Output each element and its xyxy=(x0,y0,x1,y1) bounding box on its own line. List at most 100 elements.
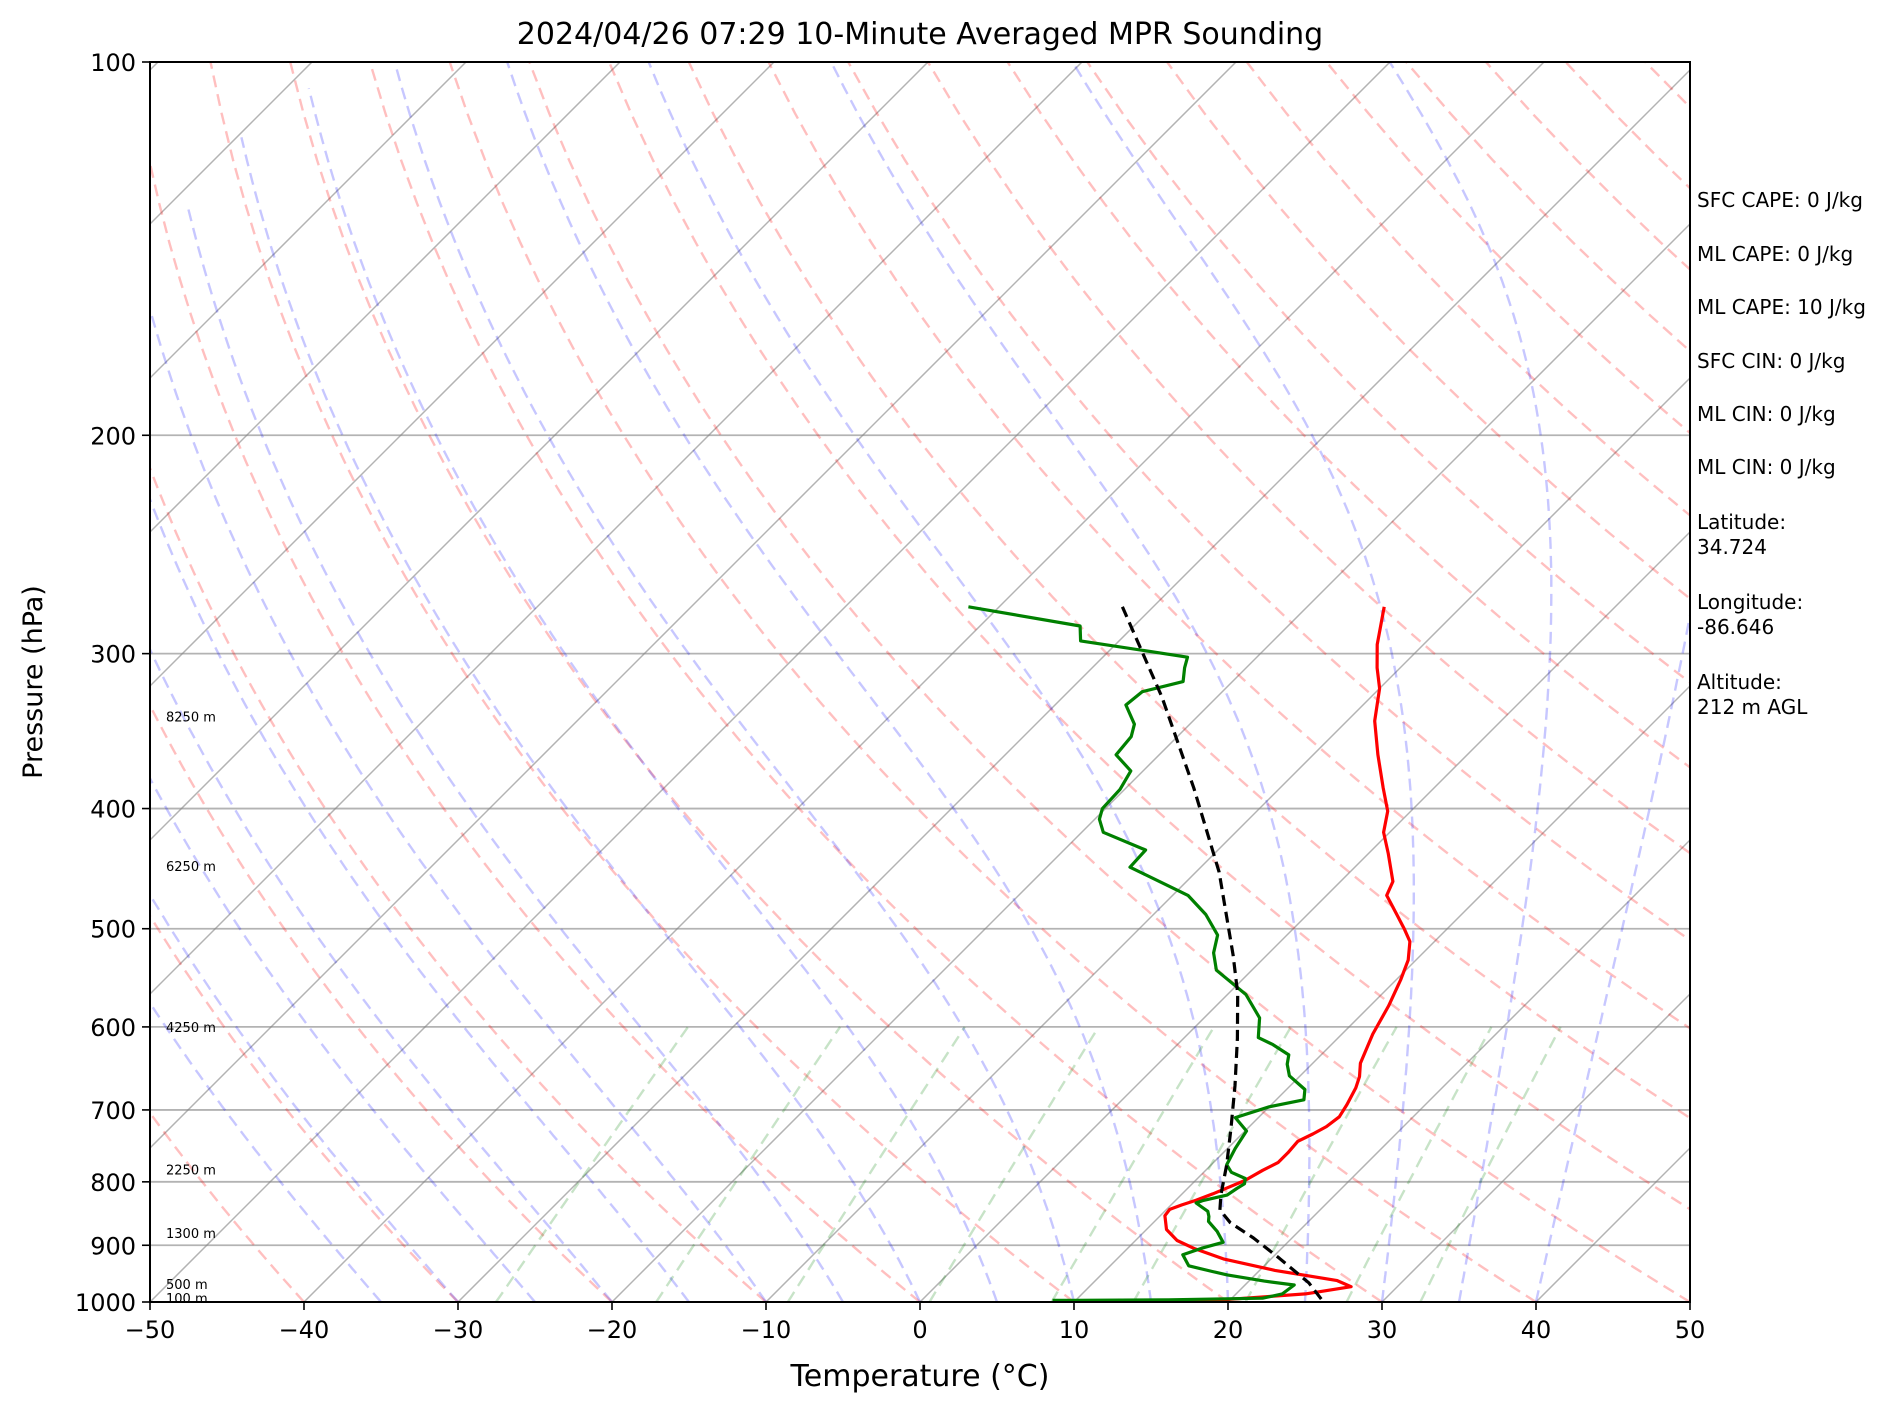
x-tick-label: −50 xyxy=(125,1316,176,1344)
moist-adiabat xyxy=(393,62,1076,1302)
x-tick-label: −30 xyxy=(433,1316,484,1344)
ml-cin-text: ML CIN: 0 J/kg xyxy=(1697,402,1836,426)
moist-adiabat xyxy=(1071,62,1415,1302)
height-label: 100 m xyxy=(166,1292,208,1307)
mixing-ratio-line xyxy=(1050,1026,1216,1302)
height-label: 6250 m xyxy=(166,860,216,875)
longitude-value: -86.646 xyxy=(1697,615,1775,639)
moist-adiabat xyxy=(240,137,922,1302)
dry-adiabat xyxy=(847,62,1690,942)
mixing-ratio-line xyxy=(1419,1026,1562,1302)
x-tick-label: −10 xyxy=(741,1316,792,1344)
isotherm-line xyxy=(1073,684,1690,1302)
height-label: 8250 m xyxy=(166,710,216,725)
dry-adiabat xyxy=(150,702,613,1302)
moist-adiabat xyxy=(830,62,1311,1302)
dry-adiabat xyxy=(767,62,1690,1030)
moist-adiabat xyxy=(150,1000,382,1302)
mixing-ratio-line xyxy=(786,1026,966,1302)
dry-adiabat xyxy=(1166,62,1690,601)
height-label: 500 m xyxy=(166,1278,208,1293)
y-axis-label: Pressure (hPa) xyxy=(18,585,49,779)
mixing-ratio-line xyxy=(1244,1026,1398,1302)
latitude-label: Latitude: xyxy=(1697,510,1787,534)
moist-adiabat xyxy=(150,646,613,1302)
x-tick-label: 10 xyxy=(1059,1316,1090,1344)
isotherm-line xyxy=(1227,838,1690,1302)
mixing-ratio-line xyxy=(928,1026,1100,1302)
isotherm-line xyxy=(919,530,1690,1302)
mixing-ratio-line xyxy=(495,1026,689,1302)
dry-adiabat xyxy=(150,158,921,1302)
moist-adiabat xyxy=(1388,62,1553,1302)
moist-adiabat xyxy=(150,892,459,1302)
moist-adiabat xyxy=(150,775,536,1302)
mixing-ratio-line xyxy=(655,1026,842,1302)
dry-adiabat xyxy=(150,913,459,1302)
isotherm-line xyxy=(611,222,1690,1302)
x-tick-label: 20 xyxy=(1213,1316,1244,1344)
isotherm-line xyxy=(150,62,621,534)
isotherm-line xyxy=(150,62,775,688)
longitude-label: Longitude: xyxy=(1697,590,1804,614)
dry-adiabat xyxy=(1086,62,1690,684)
isotherm-line xyxy=(457,68,1690,1302)
height-label: 4250 m xyxy=(166,1021,216,1036)
moist-adiabat xyxy=(185,203,845,1302)
sfc-cin-text: SFC CIN: 0 J/kg xyxy=(1697,349,1846,373)
y-tick-label: 800 xyxy=(90,1169,136,1197)
isotherm-line xyxy=(150,62,1083,996)
plot-frame xyxy=(149,61,1691,1303)
isotherm-line xyxy=(1381,992,1690,1302)
moist-adiabat xyxy=(647,62,1230,1302)
x-tick-label: −20 xyxy=(587,1316,638,1344)
y-tick-label: 1000 xyxy=(75,1289,136,1317)
y-tick-label: 700 xyxy=(90,1097,136,1125)
ml-cin-text-2: ML CIN: 0 J/kg xyxy=(1697,455,1836,479)
mixing-ratio-line xyxy=(1345,1026,1493,1302)
x-tick-label: 30 xyxy=(1367,1316,1398,1344)
isotherm-line xyxy=(303,62,1545,1302)
dry-adiabat xyxy=(209,62,1075,1302)
y-tick-label: 200 xyxy=(90,422,136,450)
moist-adiabat xyxy=(150,304,767,1302)
isotherm-line xyxy=(150,62,1237,1150)
dry-adiabat xyxy=(448,62,1537,1302)
chart-title: 2024/04/26 07:29 10-Minute Averaged MPR … xyxy=(517,17,1323,52)
dry-adiabat xyxy=(150,464,767,1302)
x-tick-label: 0 xyxy=(912,1316,927,1344)
sfc-cape-text: SFC CAPE: 0 J/kg xyxy=(1697,188,1863,212)
x-tick-label: 40 xyxy=(1521,1316,1552,1344)
y-tick-label: 900 xyxy=(90,1232,136,1260)
height-label: 2250 m xyxy=(166,1164,216,1179)
temperature-profile xyxy=(1163,606,1412,1302)
dewpoint-profile xyxy=(968,605,1307,1302)
isotherm-line xyxy=(150,62,467,380)
dry-adiabat xyxy=(368,62,1383,1302)
moist-adiabat xyxy=(506,62,1153,1302)
y-tick-label: 600 xyxy=(90,1014,136,1042)
y-tick-label: 400 xyxy=(90,796,136,824)
ml-cape-text-2: ML CAPE: 10 J/kg xyxy=(1697,295,1866,319)
isotherm-line xyxy=(150,62,929,842)
height-label: 1300 m xyxy=(166,1227,216,1242)
y-tick-label: 300 xyxy=(90,641,136,669)
dry-adiabat xyxy=(150,1110,305,1302)
moist-adiabat xyxy=(1534,609,1690,1302)
mixing-ratio-line xyxy=(1132,1026,1292,1302)
moist-adiabat xyxy=(307,88,999,1302)
altitude-value: 212 m AGL xyxy=(1697,695,1808,719)
moist-adiabat xyxy=(150,496,690,1302)
y-tick-label: 500 xyxy=(90,916,136,944)
isotherm-line xyxy=(150,62,1391,1302)
x-tick-label: 50 xyxy=(1675,1316,1706,1344)
isotherm-line xyxy=(765,376,1690,1302)
dry-adiabat xyxy=(607,62,1690,1211)
dry-adiabat xyxy=(289,62,1229,1302)
dry-adiabat xyxy=(687,62,1690,1120)
y-tick-label: 100 xyxy=(90,49,136,77)
ml-cape-text: ML CAPE: 0 J/kg xyxy=(1697,242,1854,266)
x-tick-label: −40 xyxy=(279,1316,330,1344)
altitude-label: Altitude: xyxy=(1697,670,1782,694)
